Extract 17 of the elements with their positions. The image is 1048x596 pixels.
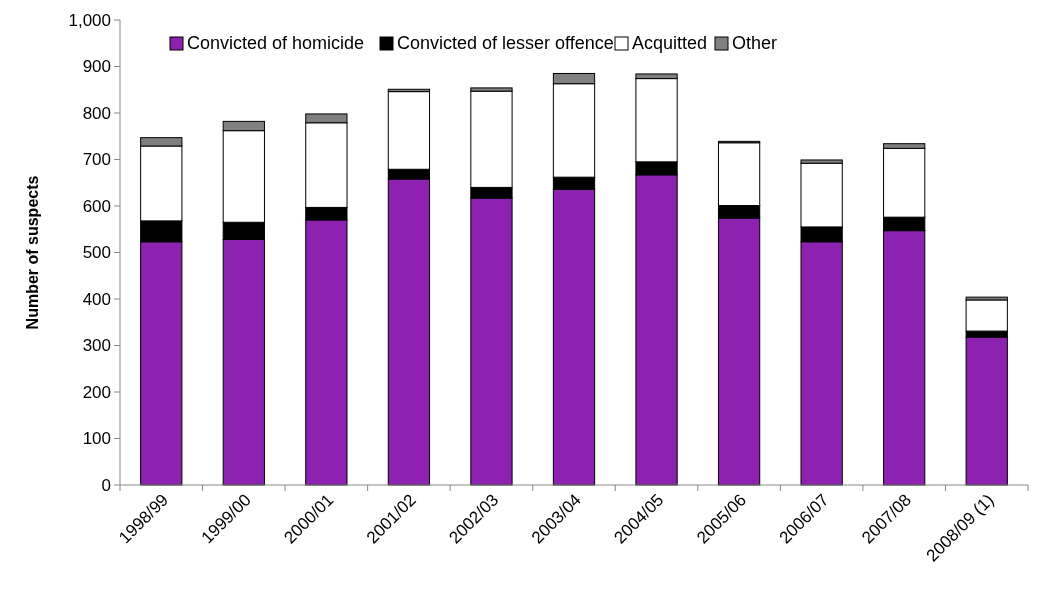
y-tick-label: 200	[82, 382, 111, 402]
y-tick-label: 1,000	[68, 10, 111, 30]
y-tick-label: 100	[82, 429, 111, 449]
legend-label: Convicted of lesser offence	[397, 33, 614, 53]
y-tick-label: 800	[82, 103, 111, 123]
y-tick-label: 500	[82, 243, 111, 263]
y-tick-label: 700	[82, 150, 111, 170]
legend-label: Acquitted	[632, 33, 708, 53]
y-tick-label: 0	[101, 475, 111, 495]
y-tick-label: 300	[82, 336, 111, 356]
y-tick-label: 400	[82, 289, 111, 309]
y-tick-label: 900	[82, 57, 111, 77]
y-axis-title: Number of suspects	[24, 175, 41, 330]
y-tick-label: 600	[82, 196, 111, 216]
legend-label: Other	[732, 33, 778, 53]
bar	[965, 336, 1008, 486]
legend-label: Convicted of homicide	[187, 33, 365, 53]
